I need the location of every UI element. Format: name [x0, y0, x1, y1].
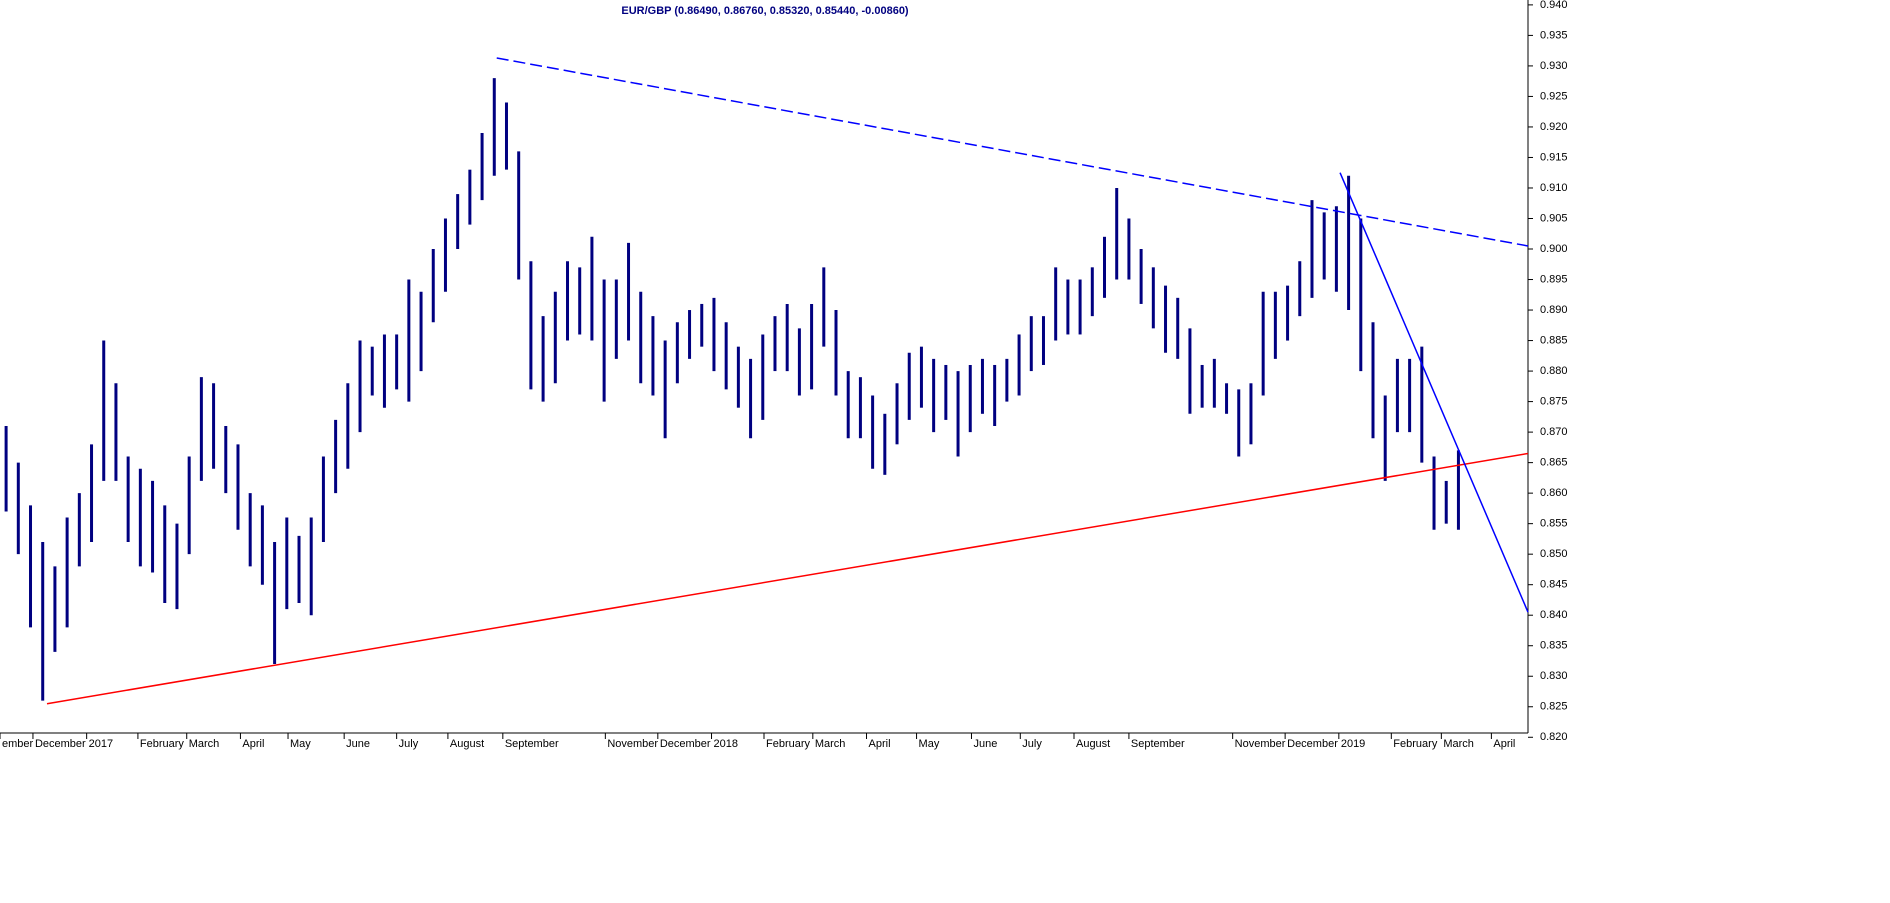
- x-tick-label: April: [242, 738, 264, 750]
- y-tick-label: 0.845: [1540, 579, 1568, 591]
- y-tick-label: 0.895: [1540, 273, 1568, 285]
- y-tick-label: 0.940: [1540, 0, 1568, 11]
- y-tick-label: 0.855: [1540, 518, 1568, 530]
- y-tick-label: 0.835: [1540, 640, 1568, 652]
- x-tick-label: February: [1393, 738, 1438, 750]
- trend-line: [496, 57, 1529, 247]
- x-tick-label: September: [1131, 738, 1185, 750]
- x-tick-label: December: [1287, 738, 1338, 750]
- y-tick-label: 0.825: [1540, 701, 1568, 713]
- y-tick-label: 0.830: [1540, 670, 1568, 682]
- x-tick-label: March: [815, 738, 846, 750]
- y-tick-label: 0.930: [1540, 60, 1568, 72]
- y-tick-label: 0.935: [1540, 29, 1568, 41]
- x-tick-label: November: [607, 738, 658, 750]
- y-tick-label: 0.850: [1540, 548, 1568, 560]
- y-tick-label: 0.915: [1540, 151, 1568, 163]
- y-tick-label: 0.900: [1540, 243, 1568, 255]
- x-tick-label: June: [346, 738, 370, 750]
- y-tick-label: 0.820: [1540, 731, 1568, 743]
- x-tick-label: May: [290, 738, 311, 750]
- x-tick-label: July: [1022, 738, 1042, 750]
- x-tick-label: ember: [2, 738, 34, 750]
- x-tick-label: April: [1493, 738, 1515, 750]
- y-tick-label: 0.865: [1540, 457, 1568, 469]
- x-tick-label: May: [919, 738, 940, 750]
- y-tick-label: 0.880: [1540, 365, 1568, 377]
- x-tick-label: March: [189, 738, 220, 750]
- chart-title: EUR/GBP (0.86490, 0.86760, 0.85320, 0.85…: [621, 5, 909, 17]
- x-tick-label: August: [450, 738, 484, 750]
- x-tick-label: June: [973, 738, 997, 750]
- x-tick-label: 2019: [1341, 738, 1365, 750]
- x-tick-label: September: [505, 738, 559, 750]
- x-tick-label: December: [660, 738, 711, 750]
- x-tick-label: February: [140, 738, 185, 750]
- y-tick-label: 0.905: [1540, 212, 1568, 224]
- y-tick-label: 0.885: [1540, 334, 1568, 346]
- y-tick-label: 0.860: [1540, 487, 1568, 499]
- x-tick-label: 2018: [714, 738, 738, 750]
- trend-line: [1339, 172, 1529, 613]
- trend-line: [46, 452, 1529, 705]
- y-tick-label: 0.840: [1540, 609, 1568, 621]
- x-tick-label: July: [399, 738, 419, 750]
- x-tick-label: November: [1235, 738, 1286, 750]
- x-tick-label: April: [869, 738, 891, 750]
- x-tick-label: August: [1076, 738, 1110, 750]
- x-tick-label: December: [35, 738, 86, 750]
- y-tick-label: 0.870: [1540, 426, 1568, 438]
- y-tick-label: 0.910: [1540, 182, 1568, 194]
- y-tick-label: 0.875: [1540, 395, 1568, 407]
- y-tick-label: 0.920: [1540, 121, 1568, 133]
- y-tick-label: 0.890: [1540, 304, 1568, 316]
- y-tick-label: 0.925: [1540, 90, 1568, 102]
- x-tick-label: February: [766, 738, 811, 750]
- x-tick-label: 2017: [89, 738, 113, 750]
- x-tick-label: March: [1443, 738, 1474, 750]
